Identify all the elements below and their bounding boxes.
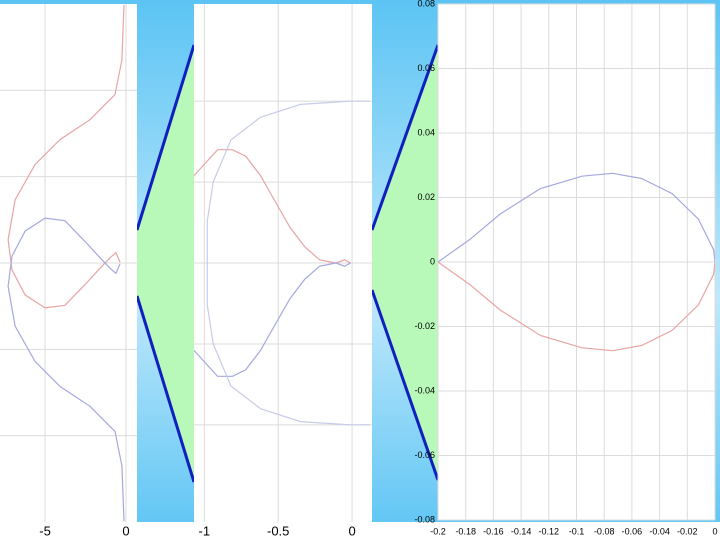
- zoom-wedge: [137, 45, 194, 482]
- x-tick-label: -0.04: [649, 526, 670, 536]
- plot-panel: -0.2 -0.18 -0.16 -0.14 -0.12 -0.1 -0.08 -0.06 -0…: [414, 0, 717, 536]
- x-tick-label: -0.14: [511, 526, 532, 536]
- x-tick-label: -0.18: [455, 526, 476, 536]
- x-tick-label: -0.06: [622, 526, 643, 536]
- plot-panel: -5 0: [0, 4, 137, 538]
- x-tick-label: -0.2: [430, 526, 446, 536]
- zoom-edge: [370, 289, 440, 481]
- x-tick-label: -1: [199, 523, 211, 538]
- x-tick-label: -0.02: [677, 526, 698, 536]
- curve: [438, 172, 715, 263]
- curve: [206, 100, 370, 426]
- y-tick-label: -0.06: [414, 450, 435, 460]
- x-tick-label: -0.12: [539, 526, 560, 536]
- y-tick-label: 0.04: [417, 127, 435, 137]
- zoom-edge: [135, 44, 196, 231]
- x-tick-label: -5: [39, 523, 51, 538]
- zoom-edge: [135, 295, 196, 483]
- x-tick-label: -0.08: [594, 526, 615, 536]
- y-tick-label: -0.02: [414, 321, 435, 331]
- y-tick-label: 0.02: [417, 192, 435, 202]
- x-tick-label: 0: [712, 526, 717, 536]
- label-strip: [0, 522, 720, 540]
- x-tick-label: -0.16: [483, 526, 504, 536]
- y-tick-label: 0.06: [417, 63, 435, 73]
- y-tick-label: 0: [430, 256, 435, 266]
- curve: [7, 4, 125, 309]
- curve: [7, 217, 125, 522]
- curve: [194, 262, 351, 377]
- curve: [438, 261, 715, 352]
- x-tick-label: -0.5: [267, 523, 289, 538]
- x-tick-label: 0: [348, 523, 355, 538]
- x-tick-label: 0: [122, 523, 129, 538]
- x-tick-label: -0.1: [569, 526, 585, 536]
- y-tick-label: -0.04: [414, 385, 435, 395]
- zoom-wedge: [372, 45, 438, 480]
- plot-panel: -1 -0.5 0: [194, 4, 372, 538]
- y-tick-label: -0.08: [414, 514, 435, 524]
- zoom-edge: [370, 44, 440, 231]
- y-tick-label: 0.08: [417, 0, 435, 8]
